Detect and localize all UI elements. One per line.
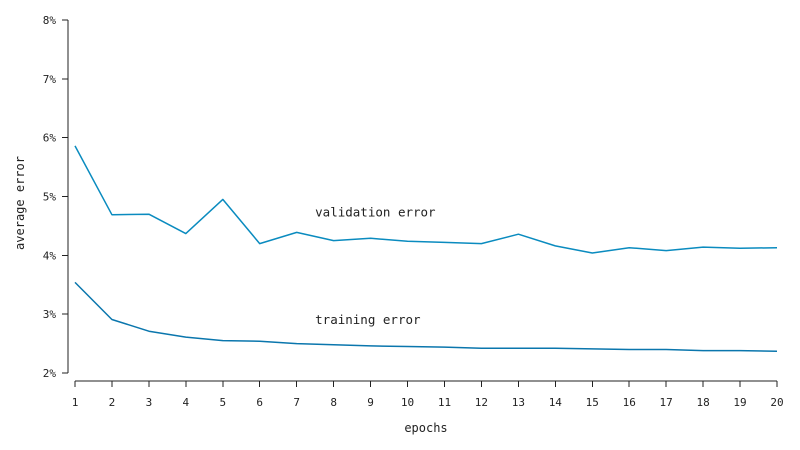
x-tick-label: 15 bbox=[586, 396, 599, 409]
x-axis: 1 2 3 4 5 6 7 8 9 10 11 12 13 14 15 16 17 18 19 20 bbox=[72, 380, 784, 409]
y-tick-label: 6% bbox=[43, 132, 57, 145]
y-axis: 2% 3% 4% 5% 6% 7% 8% bbox=[43, 14, 69, 380]
x-tick-label: 2 bbox=[109, 396, 116, 409]
x-tick-label: 9 bbox=[367, 396, 374, 409]
x-tick-label: 3 bbox=[146, 396, 153, 409]
y-tick-label: 8% bbox=[43, 14, 57, 27]
x-tick-label: 1 bbox=[72, 396, 79, 409]
x-tick-label: 20 bbox=[770, 396, 783, 409]
validation-error-line bbox=[74, 145, 778, 254]
x-tick-label: 19 bbox=[733, 396, 746, 409]
y-tick-label: 4% bbox=[43, 249, 57, 262]
series-layer bbox=[74, 145, 778, 352]
training-error-line bbox=[74, 281, 778, 352]
x-axis-label: epochs bbox=[404, 421, 447, 435]
annotation-layer: validation error training error bbox=[315, 205, 436, 328]
x-tick-label: 7 bbox=[293, 396, 300, 409]
y-tick-label: 2% bbox=[43, 367, 57, 380]
training-error-label: training error bbox=[315, 312, 421, 327]
y-tick-label: 7% bbox=[43, 73, 57, 86]
x-tick-label: 16 bbox=[623, 396, 636, 409]
x-tick-label: 11 bbox=[438, 396, 451, 409]
x-tick-label: 6 bbox=[256, 396, 263, 409]
y-tick-label: 3% bbox=[43, 308, 57, 321]
x-tick-label: 8 bbox=[330, 396, 337, 409]
x-tick-label: 10 bbox=[401, 396, 414, 409]
x-tick-label: 5 bbox=[219, 396, 226, 409]
x-tick-label: 18 bbox=[696, 396, 709, 409]
validation-error-label: validation error bbox=[315, 205, 436, 220]
y-axis-label: average error bbox=[13, 156, 27, 250]
x-tick-label: 4 bbox=[183, 396, 190, 409]
x-tick-label: 14 bbox=[549, 396, 563, 409]
x-tick-label: 17 bbox=[660, 396, 673, 409]
x-tick-label: 13 bbox=[512, 396, 525, 409]
y-tick-label: 5% bbox=[43, 191, 57, 204]
x-tick-label: 12 bbox=[475, 396, 488, 409]
